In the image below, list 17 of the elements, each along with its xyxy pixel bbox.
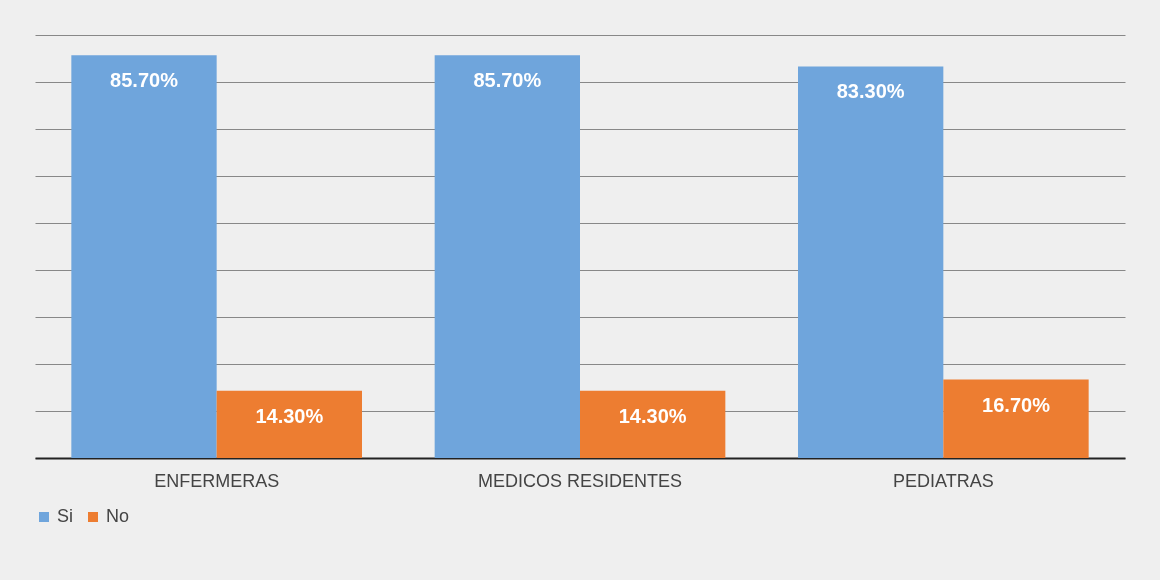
data-label: 16.70%: [982, 393, 1051, 416]
bar: [71, 55, 217, 458]
data-label: 14.30%: [255, 404, 324, 427]
bar: [798, 66, 944, 458]
data-label: 14.30%: [618, 404, 687, 427]
data-label: 85.70%: [473, 69, 542, 92]
x-tick-label: MEDICOS RESIDENTES: [477, 470, 683, 491]
data-label: 83.30%: [836, 80, 905, 103]
legend-label: No: [106, 506, 130, 526]
bar: [434, 55, 580, 458]
legend-label: Si: [57, 506, 74, 526]
bar: [580, 390, 726, 458]
x-tick-label: PEDIATRAS: [892, 470, 994, 491]
bar: [943, 379, 1089, 458]
bar: [216, 390, 362, 458]
data-label: 85.70%: [110, 69, 179, 92]
x-tick-label: ENFERMERAS: [154, 470, 280, 491]
